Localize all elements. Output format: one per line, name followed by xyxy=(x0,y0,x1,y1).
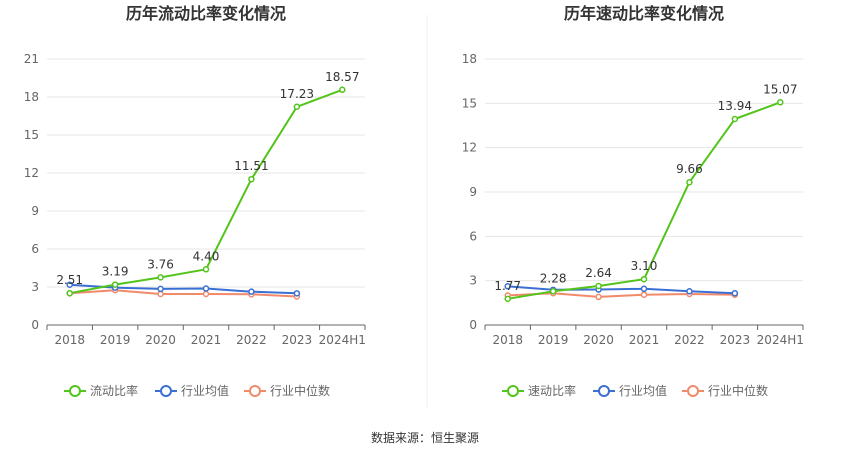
y-tick-label: 21 xyxy=(24,52,39,66)
data-label: 3.10 xyxy=(631,259,658,273)
data-point xyxy=(248,175,255,183)
data-point xyxy=(202,285,210,292)
x-tick-label: 2023 xyxy=(282,333,313,347)
legend-label: 流动比率 xyxy=(90,383,138,398)
data-point xyxy=(66,281,73,288)
data-label: 17.23 xyxy=(280,87,314,101)
x-tick-label: 2019 xyxy=(538,333,569,347)
legend-item[interactable]: 行业均值 xyxy=(593,383,667,398)
legend-item[interactable]: 速动比率 xyxy=(502,383,576,398)
data-point xyxy=(157,274,164,281)
data-point xyxy=(640,275,648,283)
data-label: 15.07 xyxy=(763,82,797,96)
data-point xyxy=(504,283,511,290)
data-point xyxy=(686,288,693,295)
x-tick-label: 2024H1 xyxy=(757,333,804,347)
x-tick-label: 2019 xyxy=(100,333,131,347)
data-label: 3.76 xyxy=(147,257,174,271)
y-tick-label: 12 xyxy=(462,141,477,155)
legend-label: 速动比率 xyxy=(528,383,576,398)
y-tick-label: 9 xyxy=(31,204,39,218)
y-tick-label: 3 xyxy=(469,274,477,288)
data-point xyxy=(157,285,164,293)
y-tick-label: 0 xyxy=(31,318,39,332)
data-point xyxy=(595,293,602,301)
y-tick-label: 15 xyxy=(24,128,39,142)
data-point xyxy=(248,288,255,295)
y-tick-label: 18 xyxy=(24,90,39,104)
data-label: 4.40 xyxy=(193,249,220,263)
y-tick-label: 3 xyxy=(31,280,39,294)
data-label: 13.94 xyxy=(718,99,752,113)
legend-marker xyxy=(687,385,699,397)
legend-item[interactable]: 流动比率 xyxy=(64,383,138,398)
chart-title: 历年流动比率变化情况 xyxy=(126,4,286,23)
data-point xyxy=(339,86,346,94)
data-point xyxy=(640,285,648,293)
data-label: 9.66 xyxy=(676,162,703,176)
data-label: 1.77 xyxy=(494,279,521,293)
legend-item[interactable]: 行业中位数 xyxy=(682,383,768,398)
current-ratio-chart: 历年流动比率变化情况 0 3 6 9 12 15 18 21 2018 2019 2020 2021 20… xyxy=(24,4,366,398)
legend-item[interactable]: 行业均值 xyxy=(155,383,229,398)
chart-title: 历年速动比率变化情况 xyxy=(564,4,724,23)
data-label: 11.51 xyxy=(234,159,268,173)
data-label: 18.57 xyxy=(325,70,359,84)
data-point xyxy=(202,290,210,298)
y-tick-label: 18 xyxy=(462,52,477,66)
data-point xyxy=(549,288,557,295)
series-line xyxy=(507,285,735,295)
data-point xyxy=(731,289,739,297)
y-tick-label: 9 xyxy=(469,185,477,199)
x-tick-label: 2024H1 xyxy=(319,333,366,347)
data-point xyxy=(595,282,602,290)
x-tick-label: 2022 xyxy=(674,333,705,347)
data-point xyxy=(777,99,784,106)
data-point xyxy=(731,115,739,123)
x-tick-label: 2018 xyxy=(492,333,523,347)
series-line xyxy=(69,289,297,298)
data-point xyxy=(686,178,693,186)
data-point xyxy=(202,266,210,273)
x-tick-label: 2020 xyxy=(145,333,176,347)
data-label: 2.64 xyxy=(585,266,612,280)
legend-marker xyxy=(507,385,519,397)
data-point xyxy=(66,289,73,297)
data-label: 2.51 xyxy=(56,273,83,287)
legend-marker xyxy=(160,385,172,397)
series-line xyxy=(507,292,735,298)
legend-label: 行业均值 xyxy=(181,383,229,398)
y-tick-label: 6 xyxy=(31,242,39,256)
data-point xyxy=(504,295,511,303)
legend-label: 行业均值 xyxy=(619,383,667,398)
legend-marker xyxy=(249,385,261,397)
x-tick-label: 2021 xyxy=(191,333,222,347)
y-tick-label: 15 xyxy=(462,96,477,110)
y-tick-label: 12 xyxy=(24,166,39,180)
legend-label: 行业中位数 xyxy=(270,383,330,398)
data-label: 3.19 xyxy=(102,265,129,279)
x-tick-label: 2018 xyxy=(54,333,85,347)
data-label: 2.28 xyxy=(540,271,567,285)
legend-item[interactable]: 行业中位数 xyxy=(244,383,330,398)
legend-marker xyxy=(598,385,610,397)
quick-ratio-chart: 历年速动比率变化情况 0 3 6 9 12 15 18 2018 2019 2020 2021 2022… xyxy=(462,4,804,398)
legend-marker xyxy=(69,385,81,397)
series-line xyxy=(69,283,297,295)
y-tick-label: 6 xyxy=(469,229,477,243)
x-tick-label: 2023 xyxy=(720,333,751,347)
data-point xyxy=(293,290,301,297)
data-point xyxy=(293,103,301,111)
x-tick-label: 2021 xyxy=(629,333,660,347)
data-point xyxy=(640,291,648,298)
y-tick-label: 0 xyxy=(469,318,477,332)
legend-label: 行业中位数 xyxy=(708,383,768,398)
data-point xyxy=(111,281,119,288)
data-point xyxy=(157,290,164,298)
x-tick-label: 2020 xyxy=(583,333,614,347)
data-source-note: 数据来源：恒生聚源 xyxy=(371,430,479,445)
x-tick-label: 2022 xyxy=(236,333,267,347)
